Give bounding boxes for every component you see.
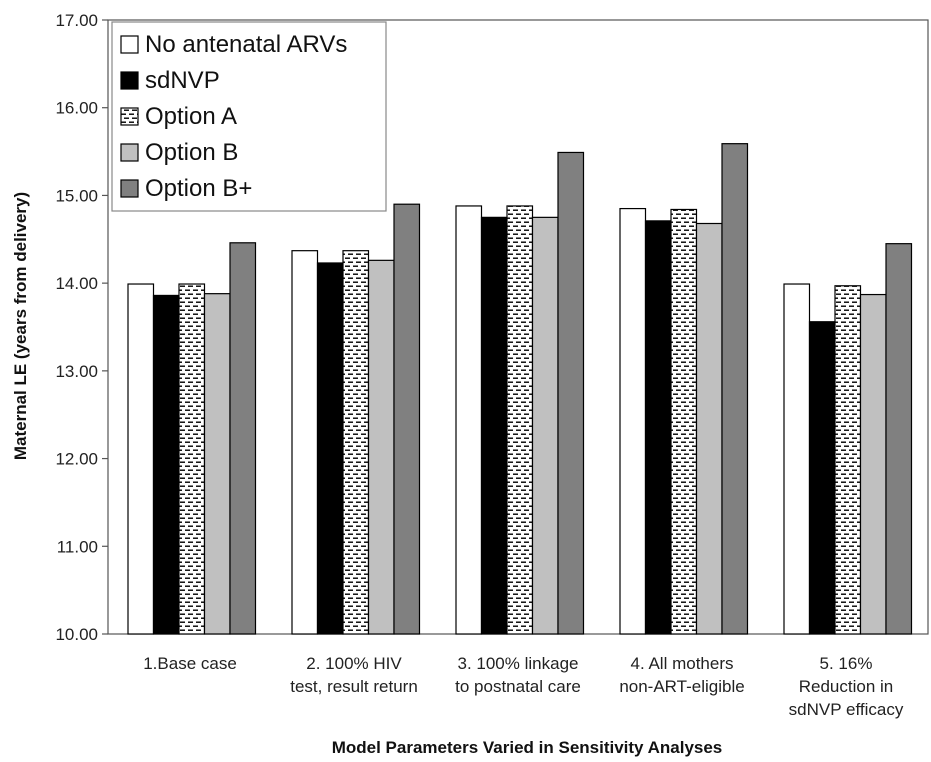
y-tick-label: 10.00 xyxy=(55,625,98,644)
legend-label: No antenatal ARVs xyxy=(145,31,347,58)
bar-sdnvp-1 xyxy=(152,294,180,635)
bar-option-a-5 xyxy=(834,285,862,635)
legend-swatch xyxy=(120,35,139,54)
legend-label: Option A xyxy=(145,103,237,130)
x-category-label: to postnatal care xyxy=(455,677,581,696)
x-category-label: Reduction in xyxy=(799,677,894,696)
x-category-label: 1.Base case xyxy=(143,654,237,673)
y-tick-label: 14.00 xyxy=(55,274,98,293)
y-axis-title: Maternal LE (years from delivery) xyxy=(11,192,30,460)
x-axis-title: Model Parameters Varied in Sensitivity A… xyxy=(332,738,723,757)
legend-label: Option B xyxy=(145,139,238,166)
bar-option-b--3 xyxy=(557,151,585,635)
y-tick-label: 15.00 xyxy=(55,186,98,205)
bar-option-b--2 xyxy=(393,203,421,635)
bar-option-a-3 xyxy=(506,205,534,635)
y-tick-label: 13.00 xyxy=(55,362,98,381)
x-category-label: non-ART-eligible xyxy=(619,677,744,696)
bar-option-b-2 xyxy=(367,259,395,635)
bar-option-b-4 xyxy=(695,222,723,635)
x-category-label: 4. All mothers xyxy=(631,654,734,673)
y-tick-label: 12.00 xyxy=(55,450,98,469)
bar-option-a-1 xyxy=(178,283,206,635)
bar-sdnvp-2 xyxy=(316,262,344,635)
bar-option-a-4 xyxy=(670,208,698,635)
y-tick-label: 17.00 xyxy=(55,11,98,30)
bars xyxy=(127,143,913,635)
bar-sdnvp-3 xyxy=(480,216,508,635)
bar-no-antenatal-arvs-3 xyxy=(455,205,483,635)
x-category-label: test, result return xyxy=(290,677,418,696)
x-category-label: 3. 100% linkage xyxy=(458,654,579,673)
bar-sdnvp-5 xyxy=(808,321,836,635)
y-tick-label: 16.00 xyxy=(55,99,98,118)
bar-option-b--1 xyxy=(229,242,257,635)
y-axis-ticks: 10.00 11.00 12.00 13.00 14.00 15.00 16.00 17.00 xyxy=(55,11,108,644)
x-category-label: sdNVP efficacy xyxy=(789,700,904,719)
legend: No antenatal ARVs sdNVP Option A Option B Op… xyxy=(111,21,387,212)
bar-no-antenatal-arvs-4 xyxy=(619,207,647,635)
x-axis-categories: 1.Base case 2. 100% HIV test, result retur… xyxy=(143,654,904,719)
legend-box xyxy=(111,21,387,212)
bar-option-b-3 xyxy=(531,216,559,635)
x-category-label: 5. 16% xyxy=(820,654,873,673)
bar-option-a-2 xyxy=(342,250,370,635)
y-tick-label: 11.00 xyxy=(57,537,98,556)
legend-label: sdNVP xyxy=(145,67,220,94)
bar-no-antenatal-arvs-1 xyxy=(127,283,155,635)
legend-swatch xyxy=(120,71,139,90)
bar-option-b--4 xyxy=(721,143,749,635)
bar-option-b-5 xyxy=(859,293,887,635)
bar-option-b--5 xyxy=(885,243,913,635)
legend-swatch xyxy=(120,107,139,126)
bar-sdnvp-4 xyxy=(644,220,672,635)
legend-swatch xyxy=(120,179,139,198)
legend-label: Option B+ xyxy=(145,175,252,202)
bar-no-antenatal-arvs-5 xyxy=(783,283,811,635)
legend-swatch xyxy=(120,143,139,162)
x-category-label: 2. 100% HIV xyxy=(306,654,402,673)
bar-option-b-1 xyxy=(203,293,231,635)
bar-no-antenatal-arvs-2 xyxy=(291,250,319,635)
